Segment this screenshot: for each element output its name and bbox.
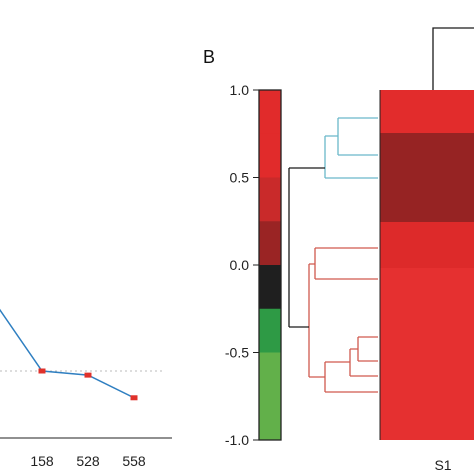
dendrogram-branch (308, 263, 325, 378)
colorbar-segment (259, 133, 281, 178)
colorbar-segment (259, 352, 281, 397)
panel-b-heatmap-chart: B 1.0 0.5 0.0 -0.5 -1.0 S1 (203, 27, 474, 473)
dendrogram-branch (349, 348, 378, 377)
heatmap-cell (380, 222, 474, 268)
heatmap-cell (380, 268, 474, 440)
x-tick-label: 158 (30, 453, 54, 469)
x-tick-labels: 5158528558 (0, 453, 146, 469)
colorbar-segment (259, 308, 281, 353)
colorbar-segment (259, 90, 281, 135)
column-labels: S1 (434, 457, 451, 473)
data-point (84, 372, 92, 378)
colorbar-tick-label: -1.0 (225, 432, 249, 448)
colorbar-segment (259, 265, 281, 310)
dendrogram-branch (357, 336, 378, 362)
row-dendrogram (288, 27, 474, 393)
colorbar-tick-label: -0.5 (225, 345, 249, 361)
dendrogram-branch (324, 361, 378, 393)
column-dendrogram (432, 27, 474, 90)
colorbar-tick-label: 0.0 (230, 257, 250, 273)
colorbar-tick-label: 1.0 (230, 82, 250, 98)
panel-a-line-chart: 5158528558 (0, 308, 172, 469)
colorbar-segment (259, 177, 281, 222)
colorbar-segment (259, 221, 281, 266)
dendrogram-branch (337, 117, 378, 156)
column-label: S1 (434, 457, 451, 473)
colorbar-tick-label: 0.5 (230, 170, 250, 186)
x-tick-label: 558 (122, 453, 146, 469)
dendrogram-branch (314, 247, 378, 280)
x-tick-label: 528 (76, 453, 100, 469)
panel-label-b: B (203, 47, 215, 67)
series-markers (38, 368, 138, 401)
colorbar (259, 90, 281, 441)
heatmap-cell (380, 133, 474, 222)
heatmap-cells (380, 90, 474, 440)
data-point (38, 368, 46, 374)
colorbar-tick-labels: 1.0 0.5 0.0 -0.5 -1.0 (225, 82, 259, 448)
dendrogram-branch (324, 135, 378, 179)
data-point (130, 395, 138, 401)
colorbar-segment (259, 396, 281, 441)
series-line (0, 308, 135, 399)
heatmap-cell (380, 90, 474, 133)
